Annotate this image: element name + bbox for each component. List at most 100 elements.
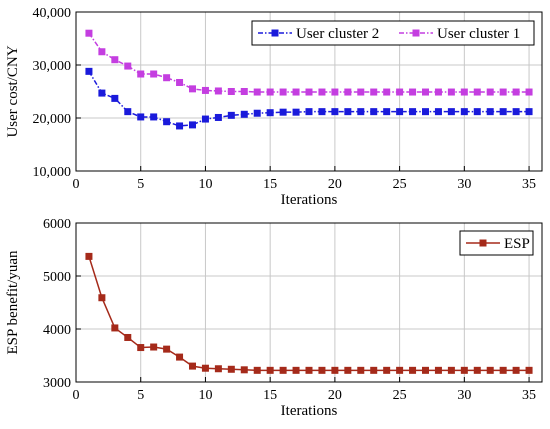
chart-1-series-1-point-20 — [331, 108, 339, 116]
chart-2-series-1-point-28 — [434, 366, 442, 374]
chart-1-series-2-point-33 — [499, 88, 507, 96]
chart-1-series-2-point-16 — [279, 88, 287, 96]
chart-1-legend-entry-2-marker — [412, 29, 420, 37]
chart-2: 0 5 10 15 20 25 30 35 3000 4000 5000 6000 Iterations… — [5, 217, 543, 419]
chart-1-series-2-point-21 — [344, 88, 352, 96]
chart-2-series-1-point-8 — [176, 353, 184, 361]
chart-1-series-1-point-16 — [279, 108, 287, 116]
chart-1-series-2-point-10 — [201, 86, 209, 94]
chart-1-x-tick-label-6: 30 — [457, 177, 471, 192]
chart-2-x-tick-label-4: 20 — [328, 388, 342, 403]
chart-1-series-1-point-23 — [370, 108, 378, 116]
chart-2-series-1-point-14 — [253, 366, 261, 374]
chart-1-series-1-point-34 — [512, 108, 520, 116]
chart-2-legend-entry-1-marker — [479, 239, 487, 247]
chart-2-series-1-line — [88, 256, 530, 372]
chart-1-legend-entry-1-marker — [271, 29, 279, 37]
chart-2-series-1-point-23 — [370, 366, 378, 374]
chart-2-series-1-point-10 — [201, 364, 209, 372]
chart-1-series-2-point-22 — [357, 88, 365, 96]
chart-1-series-2-point-13 — [240, 88, 248, 95]
chart-1-series-2-point-6 — [150, 70, 158, 78]
chart-2-series-1-point-17 — [292, 366, 300, 374]
chart-1-series-1-point-28 — [434, 108, 442, 116]
chart-2-series-1-point-9 — [189, 362, 196, 370]
chart-1-series-1-point-3 — [111, 94, 119, 102]
chart-1-x-tick-label-7: 35 — [522, 177, 536, 192]
chart-1-series-2-point-19 — [318, 88, 326, 96]
chart-1-series-2-point-5 — [137, 70, 145, 78]
chart-2-x-tick-label-6: 30 — [457, 388, 471, 403]
chart-1-series-2-point-7 — [163, 74, 171, 82]
chart-1-series-2-point-4 — [124, 62, 132, 70]
chart-1-series-1-point-6 — [150, 113, 158, 121]
chart-2-y-tick-label-3: 6000 — [43, 217, 71, 232]
chart-2-x-tick-label-2: 10 — [198, 388, 212, 403]
chart-1-series-2-point-25 — [396, 88, 404, 96]
chart-1-x-axis-title: Iterations — [281, 192, 338, 208]
chart-1-series-2-point-35 — [525, 88, 533, 96]
chart-2-series-1-point-11 — [214, 365, 222, 373]
chart-1-series-2-point-2 — [98, 48, 106, 56]
chart-1-series-2-point-32 — [486, 88, 494, 96]
chart-1-series-1-point-17 — [292, 108, 300, 116]
chart-1-series-1-point-8 — [176, 122, 184, 130]
chart-2-series-1-point-1 — [85, 252, 93, 260]
chart-2-plot-frame — [75, 222, 543, 383]
chart-1: 0 5 10 15 20 25 30 35 10,000 20,000 30,000 40,000 It… — [5, 6, 543, 208]
chart-2-series-1-point-3 — [111, 324, 119, 332]
chart-2-series-1-point-21 — [344, 366, 352, 374]
chart-1-x-tick-label-5: 25 — [393, 177, 407, 192]
chart-1-y-tick-label-2: 30,000 — [33, 59, 72, 74]
chart-2-x-tick-label-0: 0 — [73, 388, 80, 403]
chart-2-series-1-point-20 — [331, 366, 339, 374]
chart-1-series-2-point-23 — [370, 88, 378, 96]
chart-1-series-2-point-20 — [331, 88, 339, 96]
chart-2-y-axis-title: ESP benefit/yuan — [5, 250, 21, 355]
chart-1-series-2-point-9 — [189, 85, 196, 93]
chart-1-series-2-point-18 — [305, 88, 313, 96]
chart-1-legend-entry-2-label: User cluster 1 — [437, 26, 520, 42]
chart-1-series-2-point-12 — [227, 88, 235, 95]
chart-1-series-1-point-29 — [447, 108, 455, 116]
chart-2-y-tick-label-0: 3000 — [43, 376, 71, 391]
chart-2-series-1-point-2 — [98, 294, 106, 302]
chart-1-series-2-point-30 — [460, 88, 468, 96]
chart-2-series-1-point-33 — [499, 366, 507, 374]
chart-1-series-2-point-24 — [383, 88, 391, 96]
chart-2-series-1-point-6 — [150, 343, 158, 351]
chart-1-series-2-point-17 — [292, 88, 300, 96]
chart-1-series-1-point-2 — [98, 89, 106, 97]
chart-2-series-1-point-13 — [240, 366, 248, 374]
chart-1-legend-box — [251, 20, 535, 46]
chart-1-y-tick-label-1: 20,000 — [33, 112, 72, 127]
chart-2-x-tick-label-7: 35 — [522, 388, 536, 403]
chart-1-series-1-point-24 — [383, 108, 391, 116]
chart-1-series-1-point-9 — [189, 121, 196, 129]
chart-1-series-1-point-30 — [460, 108, 468, 116]
chart-1-series-1-point-10 — [201, 115, 209, 123]
chart-1-series-2-point-27 — [422, 88, 429, 96]
chart-1-x-tick-label-1: 5 — [137, 177, 144, 192]
chart-1-series-2-point-11 — [214, 87, 222, 95]
chart-2-series-1-point-7 — [163, 345, 171, 353]
chart-2-series-1-point-26 — [409, 366, 417, 374]
chart-1-series-1-point-31 — [473, 108, 481, 116]
chart-2-series-1-point-30 — [460, 366, 468, 374]
chart-1-series-1-point-13 — [240, 110, 248, 118]
chart-1-series-1-point-15 — [266, 109, 274, 117]
chart-1-series-2-point-28 — [434, 88, 442, 96]
chart-1-series-1-point-33 — [499, 108, 507, 116]
chart-1-series-2-point-26 — [409, 88, 417, 96]
chart-1-series-2-point-31 — [473, 88, 481, 96]
chart-2-series-1-point-5 — [137, 344, 145, 352]
chart-1-series-1-point-11 — [214, 113, 222, 121]
chart-1-series-1-point-18 — [305, 108, 313, 116]
chart-1-y-tick-label-0: 10,000 — [33, 165, 72, 180]
chart-2-series-1-point-35 — [525, 366, 533, 374]
chart-2-series-1-point-18 — [305, 366, 313, 374]
chart-2-series-1-point-4 — [124, 333, 132, 341]
chart-1-series-1-point-35 — [525, 108, 533, 116]
chart-2-y-tick-label-2: 5000 — [43, 270, 71, 285]
chart-1-x-tick-label-3: 15 — [263, 177, 277, 192]
